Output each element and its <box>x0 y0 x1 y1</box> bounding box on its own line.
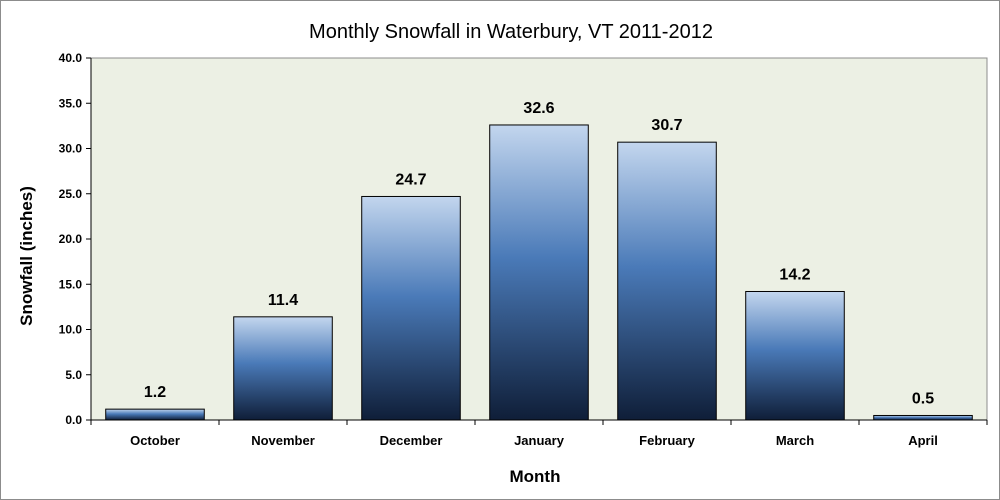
data-label: 32.6 <box>523 100 554 117</box>
x-category-label: April <box>908 433 938 448</box>
x-category-label: December <box>380 433 443 448</box>
x-category-label: January <box>514 433 565 448</box>
bar-april <box>873 414 973 421</box>
y-tick-label: 15.0 <box>59 277 83 291</box>
bar-january <box>489 124 589 421</box>
bar-march <box>745 290 845 421</box>
y-tick-label: 40.0 <box>59 51 83 65</box>
x-category-label: November <box>251 433 315 448</box>
y-tick-label: 0.0 <box>65 413 82 427</box>
x-category-label: February <box>639 433 695 448</box>
y-tick-label: 5.0 <box>65 368 82 382</box>
bar-december <box>361 195 461 421</box>
chart-title: Monthly Snowfall in Waterbury, VT 2011-2… <box>309 21 713 43</box>
bar-october <box>105 408 205 421</box>
x-category-label: October <box>130 433 180 448</box>
x-axis-title: Month <box>510 467 561 486</box>
data-label: 24.7 <box>395 171 426 188</box>
y-tick-label: 20.0 <box>59 232 83 246</box>
data-label: 0.5 <box>912 390 934 407</box>
y-axis-title: Snowfall (inches) <box>17 186 36 326</box>
bar-series <box>105 124 973 421</box>
data-label: 1.2 <box>144 384 166 401</box>
data-label: 11.4 <box>268 292 298 309</box>
y-axis: 0.0 5.0 10.0 15.0 20.0 25.0 30.0 35.0 40.0 <box>59 51 92 427</box>
y-tick-label: 10.0 <box>59 323 83 337</box>
data-label: 30.7 <box>651 117 682 134</box>
data-label: 14.2 <box>779 266 810 283</box>
bar-november <box>233 316 333 421</box>
y-tick-label: 30.0 <box>59 142 83 156</box>
y-tick-label: 25.0 <box>59 187 83 201</box>
data-labels: 1.2 11.4 24.7 32.6 30.7 14.2 0.5 <box>144 100 934 408</box>
x-category-label: March <box>776 433 814 448</box>
bar-february <box>617 141 717 421</box>
y-tick-label: 35.0 <box>59 96 83 110</box>
x-axis: October November December January February Ma… <box>90 419 988 448</box>
